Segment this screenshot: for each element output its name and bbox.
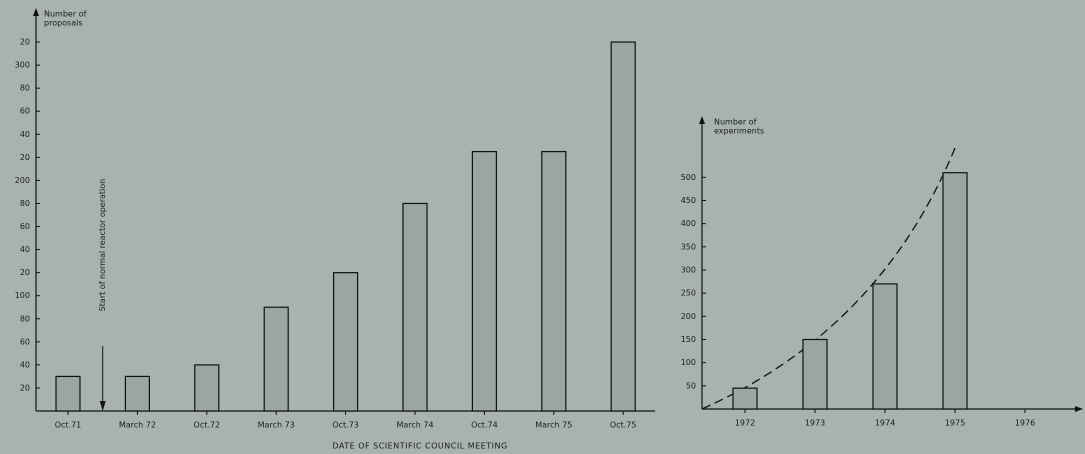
y-tick-label: 60 <box>20 337 30 346</box>
x-tick-label: Oct.73 <box>332 421 359 430</box>
x-tick-label: Oct.74 <box>471 421 498 430</box>
bar <box>263 306 289 412</box>
y-tick-label: 80 <box>20 314 30 323</box>
y-tick-label: 300 <box>15 61 30 70</box>
x-tick-label: 1975 <box>945 419 965 428</box>
x-tick-label: 1976 <box>1015 419 1035 428</box>
bar <box>872 283 898 410</box>
y-tick-label: 20 <box>20 153 30 162</box>
y-tick-label: 400 <box>681 219 696 228</box>
y-axis-label: experiments <box>714 127 764 136</box>
y-axis-arrow <box>33 8 39 16</box>
bar <box>55 375 81 412</box>
annotation: Start of normal reactor operation <box>98 179 107 312</box>
annotation-arrow-head <box>99 401 106 411</box>
bar <box>610 41 636 412</box>
x-tick-label: 1973 <box>805 419 825 428</box>
y-tick-label: 500 <box>681 173 696 182</box>
y-tick-label: 40 <box>20 130 30 139</box>
x-tick-label: March 74 <box>396 421 433 430</box>
y-tick-label: 60 <box>20 222 30 231</box>
y-tick-label: 60 <box>20 107 30 116</box>
bar <box>471 150 497 412</box>
y-axis-label: Number of <box>44 10 87 19</box>
y-tick-label: 20 <box>20 268 30 277</box>
x-tick-label: Oct.72 <box>194 421 221 430</box>
y-axis-label: proposals <box>44 19 83 28</box>
y-tick-label: 250 <box>681 289 696 298</box>
x-tick-label: 1972 <box>735 419 755 428</box>
y-tick-label: 350 <box>681 242 696 251</box>
y-tick-label: 200 <box>15 176 30 185</box>
y-tick-label: 40 <box>20 360 30 369</box>
y-axis-arrow <box>699 116 705 124</box>
bar <box>333 272 359 412</box>
bar <box>402 202 428 412</box>
y-tick-label: 80 <box>20 199 30 208</box>
bar <box>124 375 151 412</box>
y-tick-label: 20 <box>20 38 30 47</box>
y-tick-label: 100 <box>15 291 30 300</box>
y-tick-label: 40 <box>20 245 30 254</box>
y-tick-label: 20 <box>20 383 30 392</box>
y-tick-label: 80 <box>20 84 30 93</box>
y-tick-label: 300 <box>681 266 696 275</box>
bar <box>802 338 828 410</box>
y-tick-label: 150 <box>681 335 696 344</box>
x-tick-label: March 72 <box>119 421 156 430</box>
bar <box>732 387 758 410</box>
x-axis-label: DATE OF SCIENTIFIC COUNCIL MEETING <box>332 442 507 451</box>
bar <box>942 172 968 410</box>
x-axis-arrow <box>1075 406 1083 412</box>
x-tick-label: March 75 <box>535 421 572 430</box>
y-axis-label: Number of <box>714 118 757 127</box>
y-tick-label: 100 <box>681 358 696 367</box>
x-tick-label: Oct.71 <box>55 421 82 430</box>
x-tick-label: March 73 <box>258 421 295 430</box>
trend-curve <box>701 147 956 410</box>
y-tick-label: 450 <box>681 196 696 205</box>
x-tick-label: 1974 <box>875 419 895 428</box>
x-tick-label: Oct.75 <box>610 421 637 430</box>
bar <box>541 150 567 412</box>
y-tick-label: 50 <box>686 381 696 390</box>
y-tick-label: 200 <box>681 312 696 321</box>
bar <box>194 364 220 412</box>
